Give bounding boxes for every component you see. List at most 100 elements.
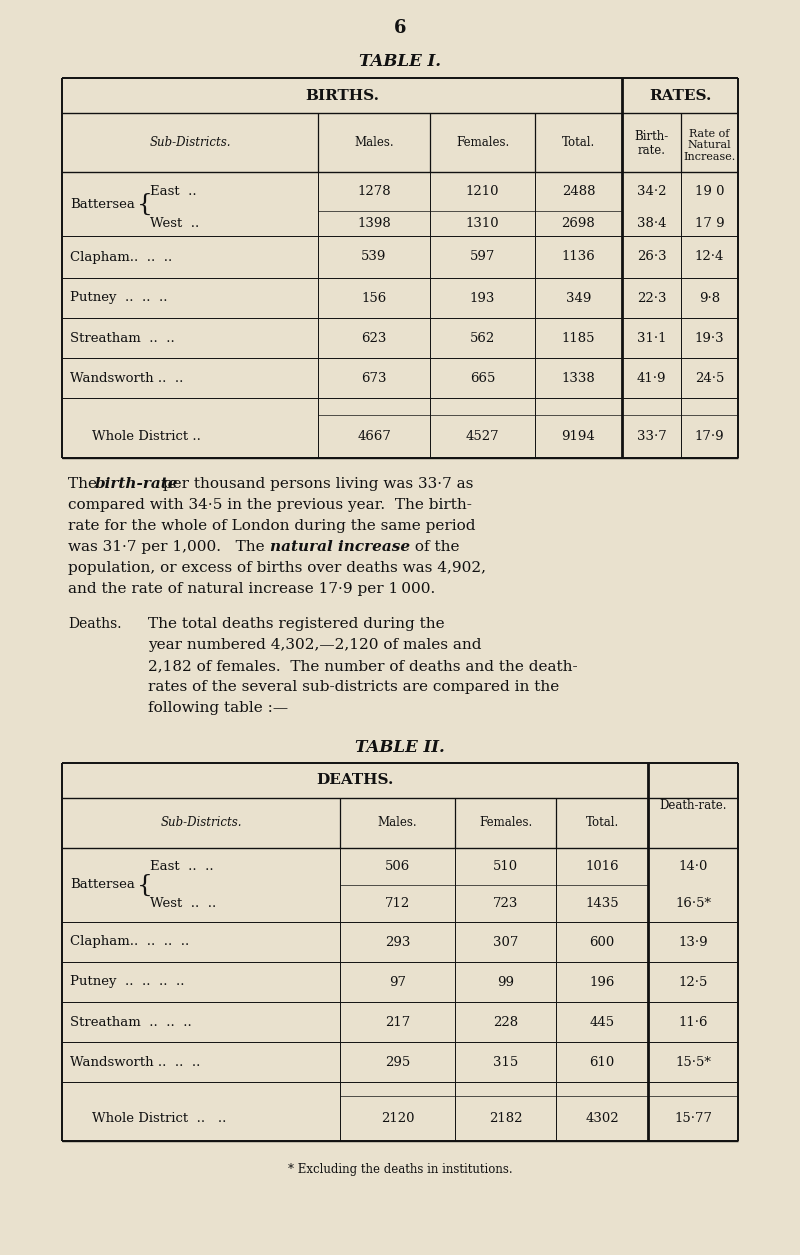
Text: {: { — [137, 192, 153, 216]
Text: Females.: Females. — [456, 136, 509, 149]
Text: 15·5*: 15·5* — [675, 1055, 711, 1068]
Text: Clapham..  ..  ..: Clapham.. .. .. — [70, 251, 172, 264]
Text: 2488: 2488 — [562, 184, 595, 198]
Text: 193: 193 — [470, 291, 495, 305]
Text: 156: 156 — [362, 291, 386, 305]
Text: 1185: 1185 — [562, 331, 595, 345]
Text: 673: 673 — [362, 371, 386, 384]
Text: Battersea: Battersea — [70, 878, 135, 891]
Text: 1338: 1338 — [562, 371, 595, 384]
Text: {: { — [137, 873, 153, 896]
Text: Males.: Males. — [354, 136, 394, 149]
Text: Streatham  ..  ..  ..: Streatham .. .. .. — [70, 1015, 192, 1029]
Text: Clapham..  ..  ..  ..: Clapham.. .. .. .. — [70, 935, 190, 949]
Text: Whole District  ..   ..: Whole District .. .. — [92, 1112, 226, 1124]
Text: Birth-
rate.: Birth- rate. — [634, 129, 669, 157]
Text: Sub-Districts.: Sub-Districts. — [160, 817, 242, 830]
Text: 4527: 4527 — [466, 430, 499, 443]
Text: 9194: 9194 — [562, 430, 595, 443]
Text: 2,182 of females.  The number of deaths and the death-: 2,182 of females. The number of deaths a… — [148, 659, 578, 673]
Text: 12·5: 12·5 — [678, 975, 708, 989]
Text: 9·8: 9·8 — [699, 291, 720, 305]
Text: TABLE I.: TABLE I. — [359, 54, 441, 70]
Text: 6: 6 — [394, 19, 406, 36]
Text: Whole District ..: Whole District .. — [92, 430, 201, 443]
Text: 4667: 4667 — [357, 430, 391, 443]
Text: 1136: 1136 — [562, 251, 595, 264]
Text: 1210: 1210 — [466, 184, 499, 198]
Text: per thousand persons living was 33·7 as: per thousand persons living was 33·7 as — [158, 477, 474, 491]
Text: 1016: 1016 — [585, 860, 619, 873]
Text: 1278: 1278 — [357, 184, 391, 198]
Text: 506: 506 — [385, 860, 410, 873]
Text: 1435: 1435 — [585, 897, 619, 910]
Text: 723: 723 — [493, 897, 518, 910]
Text: 38·4: 38·4 — [637, 217, 666, 230]
Text: Putney  ..  ..  ..  ..: Putney .. .. .. .. — [70, 975, 185, 989]
Text: 26·3: 26·3 — [637, 251, 666, 264]
Text: 562: 562 — [470, 331, 495, 345]
Text: Rate of
Natural
Increase.: Rate of Natural Increase. — [683, 129, 736, 162]
Text: Total.: Total. — [562, 136, 595, 149]
Text: 34·2: 34·2 — [637, 184, 666, 198]
Text: 510: 510 — [493, 860, 518, 873]
Text: 19·3: 19·3 — [694, 331, 724, 345]
Text: 217: 217 — [385, 1015, 410, 1029]
Text: compared with 34·5 in the previous year.  The birth-: compared with 34·5 in the previous year.… — [68, 498, 472, 512]
Text: West  ..: West .. — [150, 217, 199, 230]
Text: Deaths.: Deaths. — [68, 617, 122, 631]
Text: 2120: 2120 — [381, 1112, 414, 1124]
Text: rates of the several sub-districts are compared in the: rates of the several sub-districts are c… — [148, 680, 559, 694]
Text: and the rate of natural increase 17·9 per 1 000.: and the rate of natural increase 17·9 pe… — [68, 582, 435, 596]
Text: 539: 539 — [362, 251, 386, 264]
Text: 445: 445 — [590, 1015, 614, 1029]
Text: 17·9: 17·9 — [694, 430, 724, 443]
Text: DEATHS.: DEATHS. — [316, 773, 394, 787]
Text: 24·5: 24·5 — [695, 371, 724, 384]
Text: 16·5*: 16·5* — [675, 897, 711, 910]
Text: Females.: Females. — [479, 817, 532, 830]
Text: 2182: 2182 — [489, 1112, 522, 1124]
Text: 22·3: 22·3 — [637, 291, 666, 305]
Text: 15·77: 15·77 — [674, 1112, 712, 1124]
Text: 97: 97 — [389, 975, 406, 989]
Text: West  ..  ..: West .. .. — [150, 897, 216, 910]
Text: 712: 712 — [385, 897, 410, 910]
Text: 33·7: 33·7 — [637, 430, 666, 443]
Text: 196: 196 — [590, 975, 614, 989]
Text: 31·1: 31·1 — [637, 331, 666, 345]
Text: rate for the whole of London during the same period: rate for the whole of London during the … — [68, 520, 475, 533]
Text: year numbered 4,302,—2,120 of males and: year numbered 4,302,—2,120 of males and — [148, 639, 482, 653]
Text: 14·0: 14·0 — [678, 860, 708, 873]
Text: 600: 600 — [590, 935, 614, 949]
Text: 610: 610 — [590, 1055, 614, 1068]
Text: 665: 665 — [470, 371, 495, 384]
Text: 99: 99 — [497, 975, 514, 989]
Text: 12·4: 12·4 — [695, 251, 724, 264]
Text: was 31·7 per 1,000.   The: was 31·7 per 1,000. The — [68, 540, 270, 555]
Text: 293: 293 — [385, 935, 410, 949]
Text: Putney  ..  ..  ..: Putney .. .. .. — [70, 291, 167, 305]
Text: following table :—: following table :— — [148, 702, 288, 715]
Text: 41·9: 41·9 — [637, 371, 666, 384]
Text: East  ..  ..: East .. .. — [150, 860, 214, 873]
Text: birth-rate: birth-rate — [95, 477, 178, 491]
Text: RATES.: RATES. — [649, 89, 711, 103]
Text: Streatham  ..  ..: Streatham .. .. — [70, 331, 174, 345]
Text: 1310: 1310 — [466, 217, 499, 230]
Text: The total deaths registered during the: The total deaths registered during the — [148, 617, 445, 631]
Text: 295: 295 — [385, 1055, 410, 1068]
Text: 17 9: 17 9 — [694, 217, 724, 230]
Text: TABLE II.: TABLE II. — [355, 738, 445, 756]
Text: 11·6: 11·6 — [678, 1015, 708, 1029]
Text: Death-rate.: Death-rate. — [659, 799, 726, 812]
Text: 597: 597 — [470, 251, 495, 264]
Text: Battersea: Battersea — [70, 197, 135, 211]
Text: 228: 228 — [493, 1015, 518, 1029]
Text: 315: 315 — [493, 1055, 518, 1068]
Text: of the: of the — [410, 540, 459, 555]
Text: The: The — [68, 477, 102, 491]
Text: 1398: 1398 — [357, 217, 391, 230]
Text: 4302: 4302 — [585, 1112, 619, 1124]
Text: population, or excess of births over deaths was 4,902,: population, or excess of births over dea… — [68, 561, 486, 575]
